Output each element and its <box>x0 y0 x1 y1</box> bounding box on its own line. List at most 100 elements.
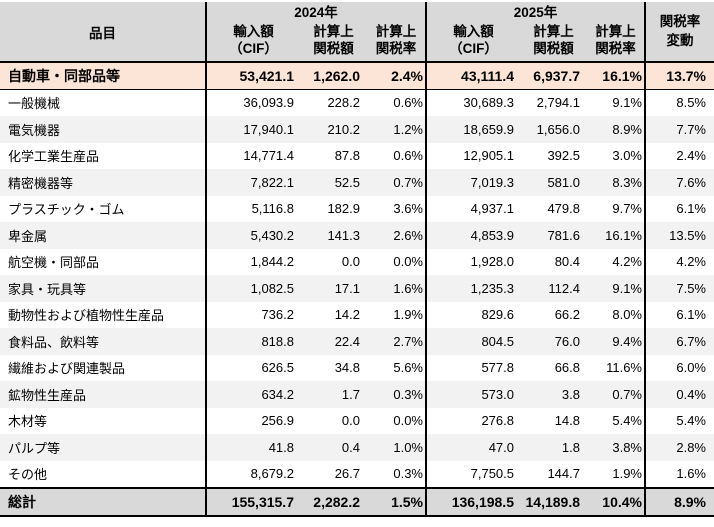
value-rate-2025: 9.7% <box>587 195 646 222</box>
value-rate-2024: 1.0% <box>367 434 427 461</box>
value-tariff-2024: 141.3 <box>327 227 360 243</box>
table-row: その他 8,679.2 26.7 0.3% 7,750.5 144.7 1.9%… <box>0 460 714 487</box>
value-rate-2025: 16.1% <box>587 63 646 89</box>
item-name: 精密機器等 <box>0 169 207 196</box>
value-rate-2024: 1.6% <box>367 275 427 302</box>
value-import-2024: 5,116.8 <box>251 201 294 217</box>
value-tariff-2025: 144.7 <box>547 466 580 482</box>
value-rate-2025: 9.1% <box>587 275 646 302</box>
value-rate-2024: 0.0% <box>367 407 427 434</box>
value-rate-2025: 4.2% <box>587 248 646 275</box>
value-tariff-2024: 34.8 <box>334 360 360 376</box>
item-name: 食料品、飲料等 <box>0 328 207 355</box>
value-import-2025: 1,928.0 <box>470 254 514 270</box>
value-import-2024: 8,679.2 <box>250 466 294 482</box>
value-rate-2025: 8.9% <box>587 116 646 143</box>
total-import-2024: 155,315.7 <box>231 494 294 510</box>
value-tariff-2025: 66.2 <box>554 307 580 323</box>
value-import-2024: 41.8 <box>268 439 294 455</box>
total-tariff-2025: 14,189.8 <box>525 494 581 510</box>
value-rate-2025: 0.7% <box>587 381 646 408</box>
value-tariff-2024: 87.8 <box>334 148 360 164</box>
table-header: 品目 2024年 輸入額 （CIF） 計算上 関税額 計算上 関税率 2025年… <box>0 2 714 63</box>
table-row: 化学工業生産品 14,771.4 87.8 0.6% 12,905.1 392.… <box>0 142 714 169</box>
rate-change: 6.0% <box>676 360 706 376</box>
value-rate-2024: 1.2% <box>367 116 427 143</box>
value-tariff-2025: 1.8 <box>561 439 580 455</box>
value-rate-2024: 0.6% <box>367 142 427 169</box>
value-import-2025: 7,019.3 <box>470 174 514 190</box>
total-rate-change: 8.9% <box>674 494 706 510</box>
value-tariff-2025: 3.8 <box>561 386 580 402</box>
value-import-2025: 573.0 <box>481 386 514 402</box>
item-name: 木材等 <box>0 407 207 434</box>
col-header-import-2024: 輸入額 （CIF） <box>229 23 278 57</box>
value-rate-2024: 5.6% <box>367 354 427 381</box>
col-header-item-label: 品目 <box>89 25 116 41</box>
rate-change: 2.8% <box>676 439 706 455</box>
value-rate-2025: 16.1% <box>587 222 646 249</box>
value-import-2025: 804.5 <box>481 333 514 349</box>
table-row: プラスチック・ゴム 5,116.8 182.9 3.6% 4,937.1 479… <box>0 195 714 222</box>
col-group-2025: 2025年 <box>427 2 646 22</box>
value-tariff-2024: 0.0 <box>341 413 360 429</box>
value-rate-2025: 5.4% <box>587 407 646 434</box>
value-tariff-2025: 80.4 <box>554 254 580 270</box>
value-import-2024: 626.5 <box>261 360 294 376</box>
value-rate-2024: 0.3% <box>367 460 427 487</box>
item-name: 鉱物性生産品 <box>0 381 207 408</box>
table-row: 木材等 256.9 0.0 0.0% 276.8 14.8 5.4% 5.4% <box>0 407 714 434</box>
col-header-item: 品目 <box>0 2 207 61</box>
value-tariff-2024: 26.7 <box>334 466 360 482</box>
item-name: その他 <box>0 460 207 487</box>
value-tariff-2025: 581.0 <box>547 174 580 190</box>
item-name: 航空機・同部品 <box>0 248 207 275</box>
value-tariff-2025: 112.4 <box>548 280 580 296</box>
item-name: 卑金属 <box>0 222 207 249</box>
table-row: 鉱物性生産品 634.2 1.7 0.3% 573.0 3.8 0.7% 0.4… <box>0 381 714 408</box>
item-name: 電気機器 <box>0 116 207 143</box>
value-rate-2025: 3.8% <box>587 434 646 461</box>
value-import-2024: 17,940.1 <box>243 121 294 137</box>
item-name: 家具・玩具等 <box>0 275 207 302</box>
total-row: 総計 155,315.7 2,282.2 1.5% 136,198.5 14,1… <box>0 487 714 517</box>
value-tariff-2025: 14.8 <box>554 413 580 429</box>
value-import-2024: 736.2 <box>261 307 294 323</box>
value-tariff-2024: 17.1 <box>334 280 360 296</box>
value-rate-2025: 3.0% <box>587 142 646 169</box>
value-tariff-2024: 1.7 <box>341 386 360 402</box>
value-rate-2025: 11.6% <box>587 354 646 381</box>
value-rate-2024: 0.7% <box>367 169 427 196</box>
tariff-table: 品目 2024年 輸入額 （CIF） 計算上 関税額 計算上 関税率 2025年… <box>0 2 714 517</box>
value-import-2024: 256.9 <box>261 413 294 429</box>
value-import-2024: 5,430.2 <box>250 227 294 243</box>
value-tariff-2025: 479.8 <box>547 201 580 217</box>
table-row: 食料品、飲料等 818.8 22.4 2.7% 804.5 76.0 9.4% … <box>0 328 714 355</box>
value-tariff-2025: 2,794.1 <box>536 95 580 111</box>
value-import-2025: 30,689.3 <box>463 95 514 111</box>
item-name: 繊維および関連製品 <box>0 354 207 381</box>
rate-change: 6.1% <box>676 307 706 323</box>
table-row: 動物性および植物性生産品 736.2 14.2 1.9% 829.6 66.2 … <box>0 301 714 328</box>
value-import-2025: 12,905.1 <box>463 148 514 164</box>
value-rate-2025: 8.0% <box>587 301 646 328</box>
value-rate-2024: 2.4% <box>367 63 427 89</box>
value-tariff-2024: 14.2 <box>334 307 360 323</box>
table-row: 一般機械 36,093.9 228.2 0.6% 30,689.3 2,794.… <box>0 89 714 116</box>
table-row: 家具・玩具等 1,082.5 17.1 1.6% 1,235.3 112.4 9… <box>0 275 714 302</box>
total-rate-2024: 1.5% <box>367 489 427 515</box>
value-rate-2024: 2.7% <box>367 328 427 355</box>
value-import-2025: 1,235.3 <box>470 280 514 296</box>
value-tariff-2025: 1,656.0 <box>536 121 580 137</box>
col-header-import-2025: 輸入額 （CIF） <box>449 23 498 57</box>
table-body: 自動車・同部品等 53,421.1 1,262.0 2.4% 43,111.4 … <box>0 63 714 487</box>
rate-change: 2.4% <box>676 148 706 164</box>
table-row: 精密機器等 7,822.1 52.5 0.7% 7,019.3 581.0 8.… <box>0 169 714 196</box>
value-import-2025: 829.6 <box>481 307 514 323</box>
value-tariff-2025: 76.0 <box>554 333 580 349</box>
value-import-2025: 43,111.4 <box>461 67 514 84</box>
value-import-2024: 634.2 <box>261 386 294 402</box>
value-tariff-2024: 52.5 <box>334 174 360 190</box>
value-rate-2024: 2.6% <box>367 222 427 249</box>
item-name: 動物性および植物性生産品 <box>0 301 207 328</box>
